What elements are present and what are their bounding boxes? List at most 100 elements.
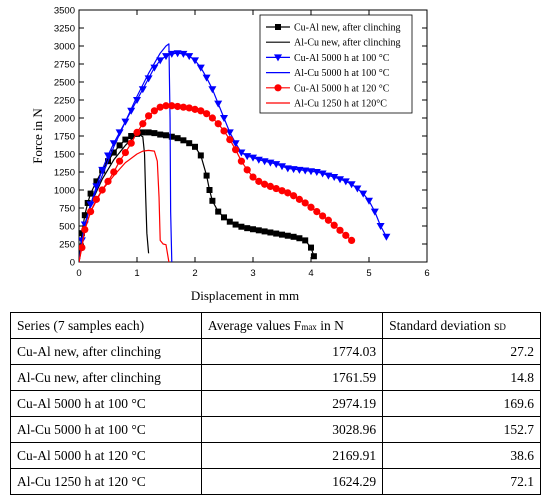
data-point: [220, 115, 228, 122]
data-point: [273, 230, 280, 237]
row-average: 1774.03: [200, 338, 384, 365]
data-point: [203, 110, 211, 118]
row-series: Al-Cu 5000 h at 100 °C: [10, 416, 202, 443]
series-5: [79, 102, 356, 263]
x-tick-label: 4: [308, 268, 313, 279]
data-point: [81, 212, 88, 219]
data-point: [197, 107, 205, 115]
data-point: [324, 216, 332, 224]
table-header-row: Series (7 samples each) Average values F…: [10, 312, 541, 339]
data-point: [237, 157, 245, 165]
y-axis-title: Force in N: [30, 108, 45, 164]
data-point: [348, 236, 356, 244]
data-point: [336, 226, 344, 234]
x-tick-label: 6: [424, 268, 429, 279]
header-series: Series (7 samples each): [10, 312, 202, 339]
data-point: [226, 218, 233, 225]
data-point: [283, 165, 292, 173]
y-tick-label: 1250: [54, 168, 75, 179]
data-point: [116, 157, 124, 165]
data-point: [336, 176, 344, 184]
x-tick-label: 0: [76, 268, 81, 279]
data-point: [167, 50, 176, 58]
data-point: [244, 225, 251, 232]
data-point: [261, 180, 269, 188]
data-point: [121, 148, 129, 157]
data-point: [302, 237, 309, 244]
row-series: Cu-Al 5000 h at 120 °C: [10, 442, 202, 469]
data-point: [308, 244, 314, 251]
y-tick-label: 3000: [54, 42, 75, 53]
data-point: [145, 129, 152, 136]
data-point: [284, 189, 292, 197]
data-point: [215, 208, 222, 215]
data-point: [173, 50, 182, 58]
data-point: [127, 107, 136, 115]
data-point: [197, 152, 204, 159]
data-point: [370, 208, 379, 216]
data-point: [255, 227, 262, 234]
data-point: [208, 86, 217, 94]
data-point: [209, 197, 216, 204]
data-point: [133, 97, 141, 104]
series-6: [79, 149, 170, 263]
y-tick-label: 1000: [54, 186, 75, 197]
series-1: [79, 129, 317, 263]
data-point: [208, 114, 216, 122]
data-point: [310, 253, 317, 260]
data-point: [249, 154, 257, 162]
data-point: [318, 170, 327, 178]
legend-marker: [275, 24, 281, 30]
row-series: Al-Cu new, after clinching: [10, 364, 202, 391]
legend-label: Al-Cu 5000 h at 100 °C: [294, 68, 390, 79]
data-point: [359, 190, 368, 198]
legend-box: [259, 14, 413, 114]
data-point: [225, 129, 234, 137]
legend-marker: [274, 54, 282, 62]
data-point: [232, 221, 239, 228]
data-point: [191, 57, 199, 65]
data-point: [289, 166, 298, 174]
data-point: [221, 214, 227, 221]
data-point: [116, 142, 123, 149]
row-deviation: 27.2: [382, 338, 541, 365]
x-tick-label: 1: [134, 268, 139, 279]
row-average: 2169.91: [200, 442, 384, 469]
data-point: [284, 232, 291, 239]
data-point: [157, 131, 164, 138]
table-row: Al-Cu new, after clinching 1761.59 14.8: [10, 364, 541, 391]
table-row: Al-Cu 5000 h at 100 °C 3028.96 152.7: [10, 416, 541, 443]
legend-label: Al-Cu new, after clinching: [294, 38, 401, 49]
y-tick-label: 250: [59, 240, 75, 251]
data-point: [267, 229, 274, 236]
data-point: [156, 103, 164, 111]
data-point: [206, 187, 213, 193]
row-series: Cu-Al 5000 h at 100 °C: [10, 390, 202, 417]
y-tick-label: 3250: [54, 24, 75, 35]
data-point: [104, 152, 112, 160]
data-point: [238, 223, 245, 230]
data-point: [266, 182, 274, 190]
data-point: [319, 212, 327, 220]
table-row: Cu-Al 5000 h at 100 °C 2974.19 169.6: [10, 390, 541, 417]
legend-marker: [274, 84, 282, 92]
data-point: [296, 235, 303, 242]
data-point: [237, 149, 246, 157]
header-deviation: Standard deviation sD: [382, 312, 541, 339]
force-displacement-chart: 0 1 2 3 4 5 6 0 250 500 750 1000 1250 1500 1750 2000 225…: [30, 6, 430, 304]
data-point: [79, 230, 85, 237]
data-point: [249, 173, 257, 181]
y-tick-label: 500: [59, 222, 75, 233]
data-point: [342, 231, 350, 239]
data-point: [301, 167, 310, 175]
data-point: [104, 177, 112, 185]
row-average: 1761.59: [200, 364, 384, 391]
data-point: [163, 132, 169, 139]
data-point: [250, 226, 256, 233]
x-tick-label: 2: [192, 268, 197, 279]
row-series: Al-Cu 1250 h at 120 °C: [10, 468, 202, 495]
data-point: [214, 120, 222, 128]
data-point: [330, 174, 339, 182]
x-axis-title: Displacement in mm: [191, 288, 299, 303]
data-point: [174, 102, 182, 111]
